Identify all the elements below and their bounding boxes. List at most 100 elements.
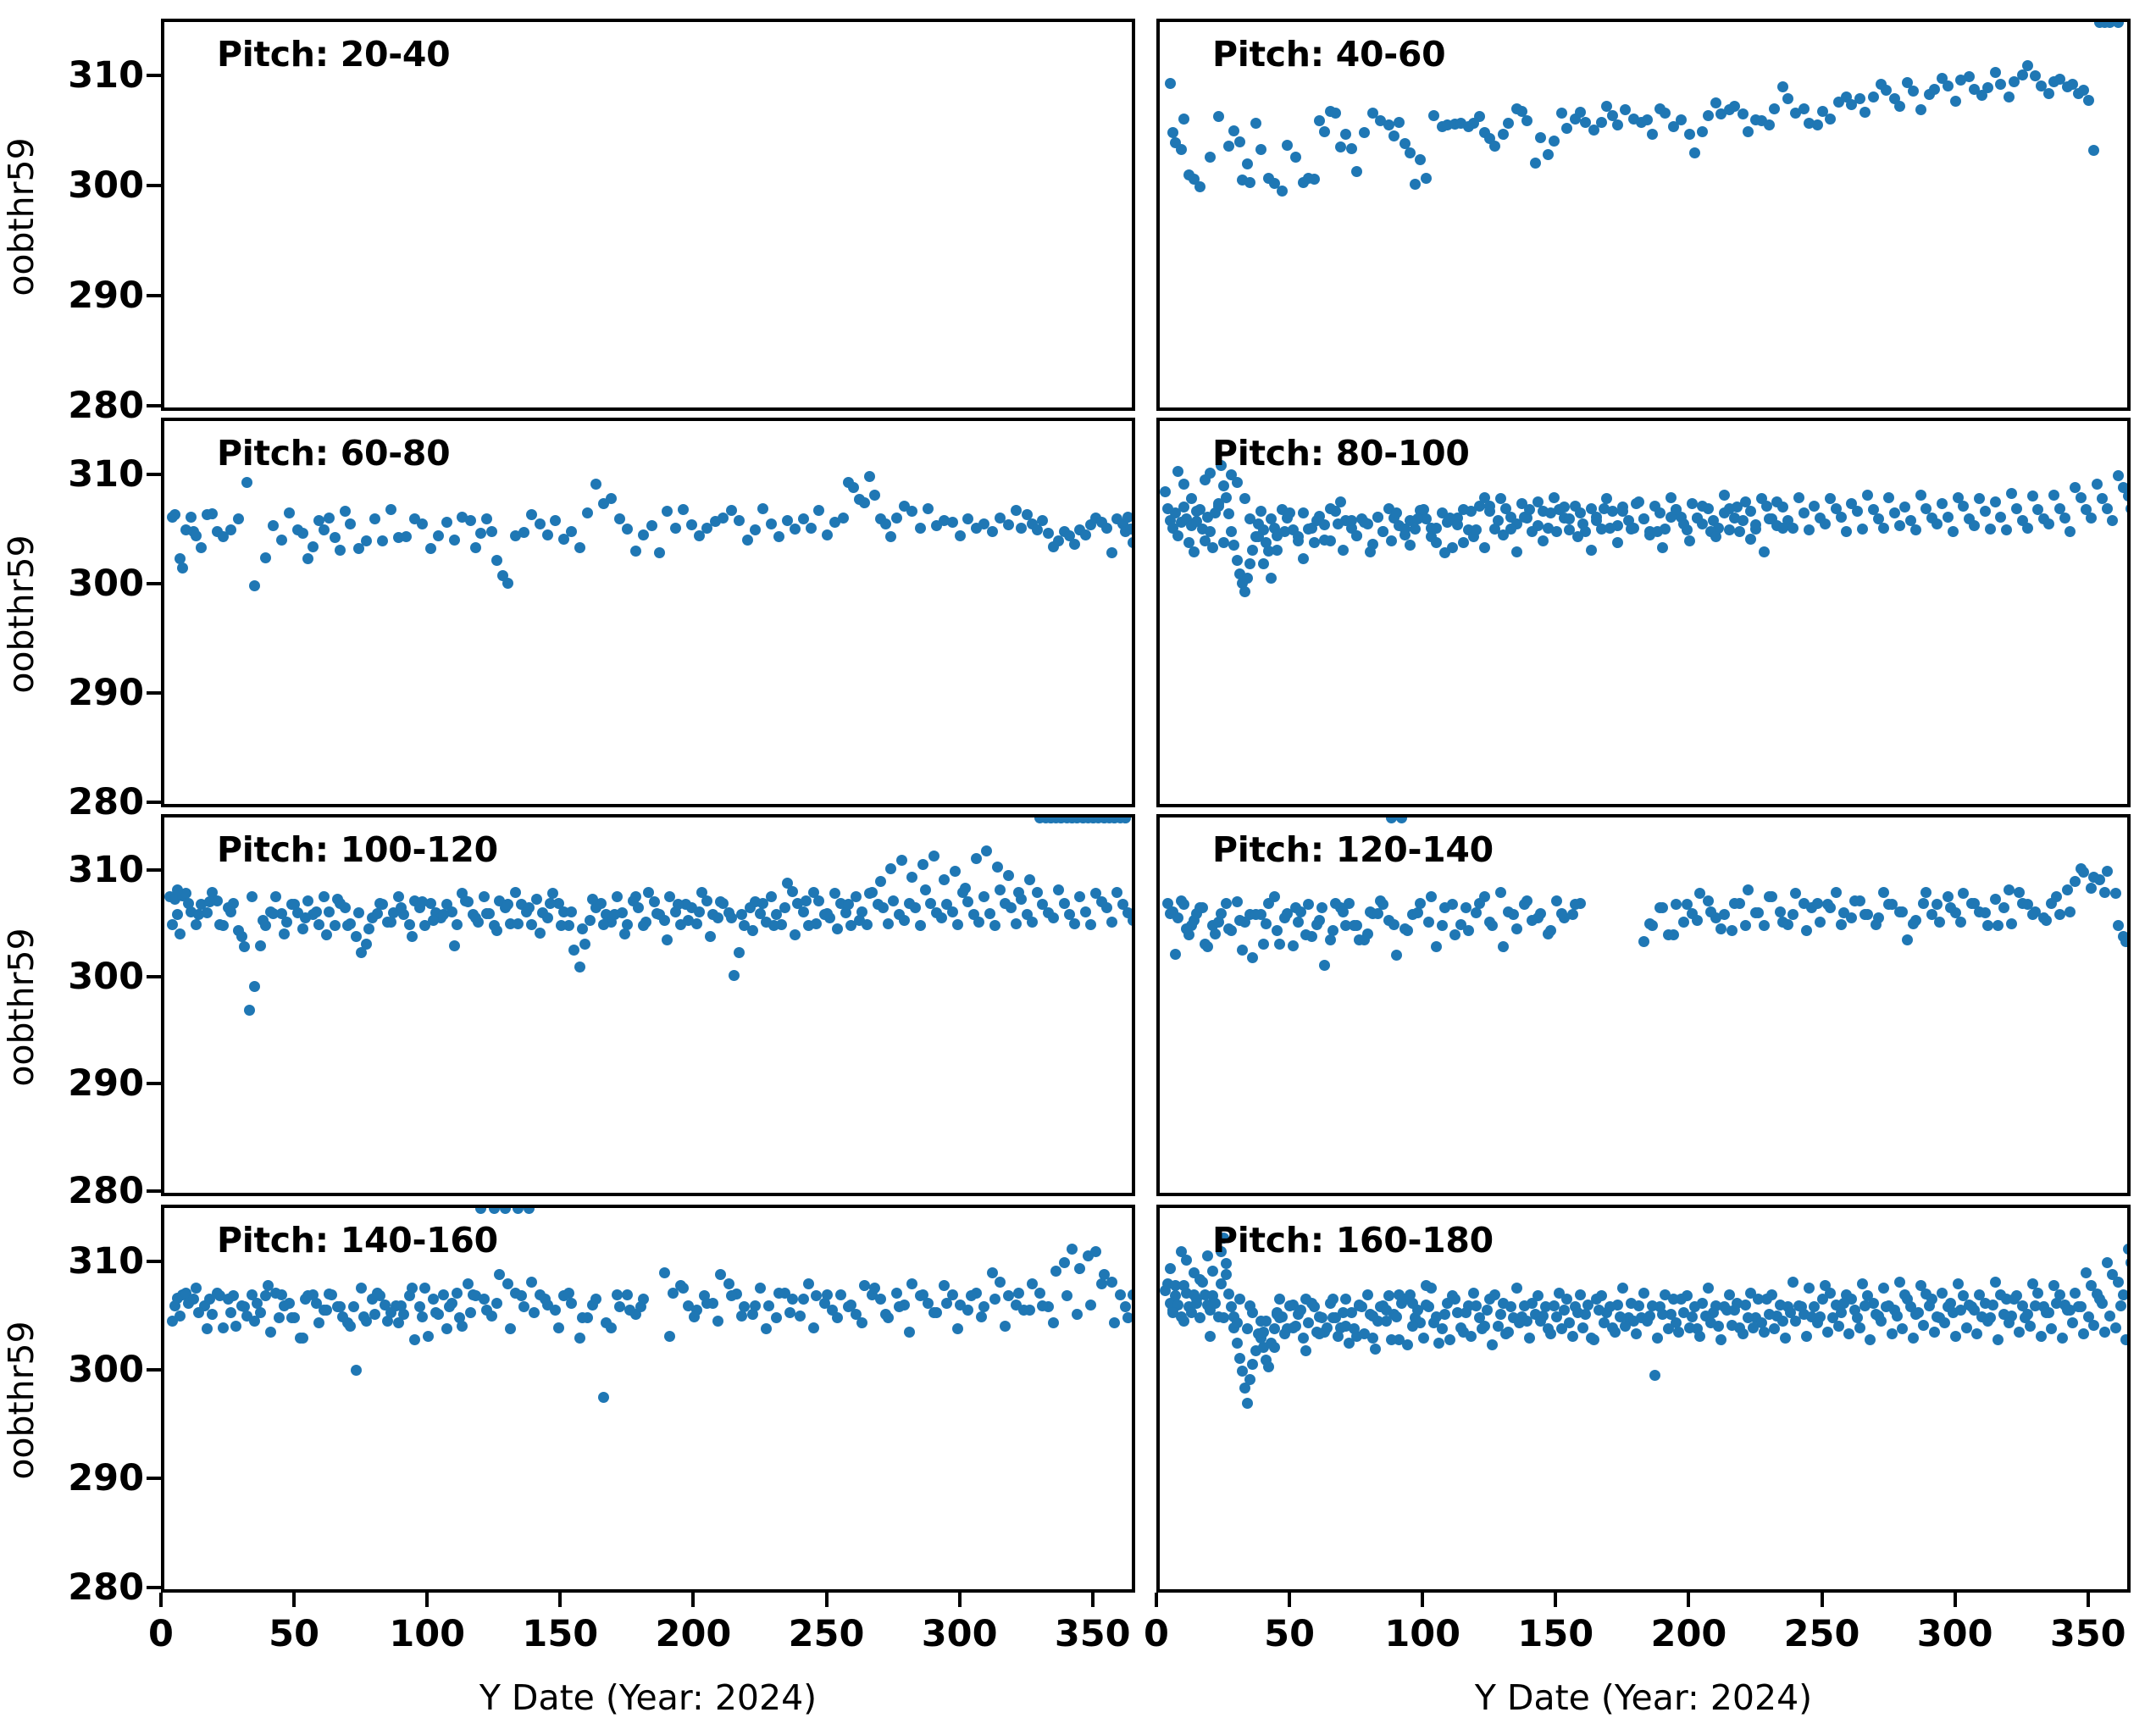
data-point	[2077, 84, 2089, 96]
data-point	[1215, 460, 1227, 472]
data-point	[2088, 1320, 2100, 1332]
data-point	[1380, 1305, 1392, 1316]
data-point	[1599, 502, 1610, 514]
data-point	[813, 895, 825, 907]
data-point	[1417, 1333, 1429, 1344]
data-point	[1902, 1294, 1914, 1305]
data-point	[1872, 513, 1884, 525]
data-point	[278, 928, 290, 940]
y-axis-tick	[147, 1189, 161, 1193]
data-point	[491, 1298, 503, 1310]
data-point	[1202, 1250, 1214, 1261]
data-point	[664, 890, 676, 902]
data-point	[2077, 1328, 2089, 1340]
data-point	[1311, 514, 1322, 526]
data-point	[1785, 1306, 1797, 1318]
data-point	[191, 918, 202, 930]
data-point	[1787, 522, 1799, 534]
data-point	[2000, 524, 2012, 536]
data-point	[1601, 101, 1613, 113]
data-point	[1366, 108, 1378, 119]
data-point	[1178, 113, 1189, 125]
data-point	[324, 906, 335, 917]
data-point	[356, 1283, 367, 1294]
data-point	[480, 513, 492, 525]
data-point	[1404, 147, 1416, 158]
data-point	[1617, 1283, 1629, 1294]
x-axis-tick-label: 300	[1916, 1613, 1993, 1655]
y-axis-tick-label: 290	[68, 1457, 144, 1500]
data-point	[1657, 901, 1669, 913]
data-point	[1686, 498, 1698, 510]
data-point	[1534, 1315, 1546, 1327]
data-point	[757, 502, 769, 514]
data-point	[1422, 1301, 1434, 1313]
scatter-series	[164, 1208, 1132, 1589]
data-point	[1370, 1344, 1381, 1355]
data-point	[1343, 897, 1355, 909]
data-point	[1189, 546, 1200, 558]
data-point	[715, 896, 727, 908]
data-point	[1979, 906, 1991, 918]
data-point	[207, 886, 219, 898]
data-point	[313, 918, 324, 930]
data-point	[1161, 897, 1173, 909]
data-point	[452, 1287, 463, 1299]
data-point	[1002, 1290, 1014, 1302]
data-point	[230, 1321, 242, 1333]
data-point	[361, 1315, 373, 1327]
data-point	[1638, 1287, 1650, 1299]
data-point	[1489, 1289, 1501, 1301]
data-point	[1013, 886, 1025, 898]
data-point	[275, 534, 287, 546]
data-point	[1205, 1330, 1217, 1342]
data-point	[1990, 893, 2002, 905]
data-point	[308, 540, 319, 552]
data-point	[1561, 1294, 1573, 1305]
data-point	[1692, 513, 1704, 524]
data-point	[1226, 1301, 1238, 1313]
data-point	[1694, 1330, 1706, 1342]
data-point	[874, 1294, 886, 1305]
data-point	[1529, 157, 1541, 169]
data-point	[1289, 901, 1301, 913]
data-point	[1883, 898, 1895, 910]
data-point	[1324, 934, 1336, 945]
data-point	[1394, 116, 1405, 128]
data-point	[1995, 79, 2007, 91]
data-point	[1657, 541, 1669, 553]
data-point	[694, 906, 706, 917]
data-point	[1391, 1311, 1403, 1322]
data-point	[1287, 940, 1299, 952]
data-point	[300, 912, 312, 924]
data-point	[1165, 1263, 1177, 1275]
data-point	[595, 897, 607, 909]
data-point	[345, 518, 357, 529]
data-point	[2016, 69, 2028, 80]
data-point	[651, 908, 662, 920]
data-point	[352, 906, 364, 918]
data-point	[555, 920, 567, 932]
data-point	[1026, 917, 1038, 928]
data-point	[1212, 498, 1224, 510]
data-point	[986, 1267, 998, 1279]
data-point	[1385, 817, 1397, 823]
data-point	[1106, 917, 1118, 928]
data-point	[646, 520, 657, 532]
data-point	[1425, 531, 1437, 543]
data-point	[1191, 506, 1203, 518]
data-point	[1221, 1268, 1233, 1280]
data-point	[928, 850, 939, 862]
data-point	[1968, 897, 1980, 909]
data-point	[552, 897, 564, 909]
data-point	[1697, 126, 1709, 138]
data-point	[1207, 541, 1219, 553]
data-point	[1420, 172, 1432, 184]
data-point	[1268, 178, 1280, 190]
data-point	[1266, 573, 1278, 585]
data-point	[1074, 1263, 1086, 1275]
data-point	[454, 1312, 466, 1324]
data-point	[1915, 490, 1927, 502]
data-point	[1811, 1317, 1823, 1329]
data-point	[688, 1311, 700, 1322]
